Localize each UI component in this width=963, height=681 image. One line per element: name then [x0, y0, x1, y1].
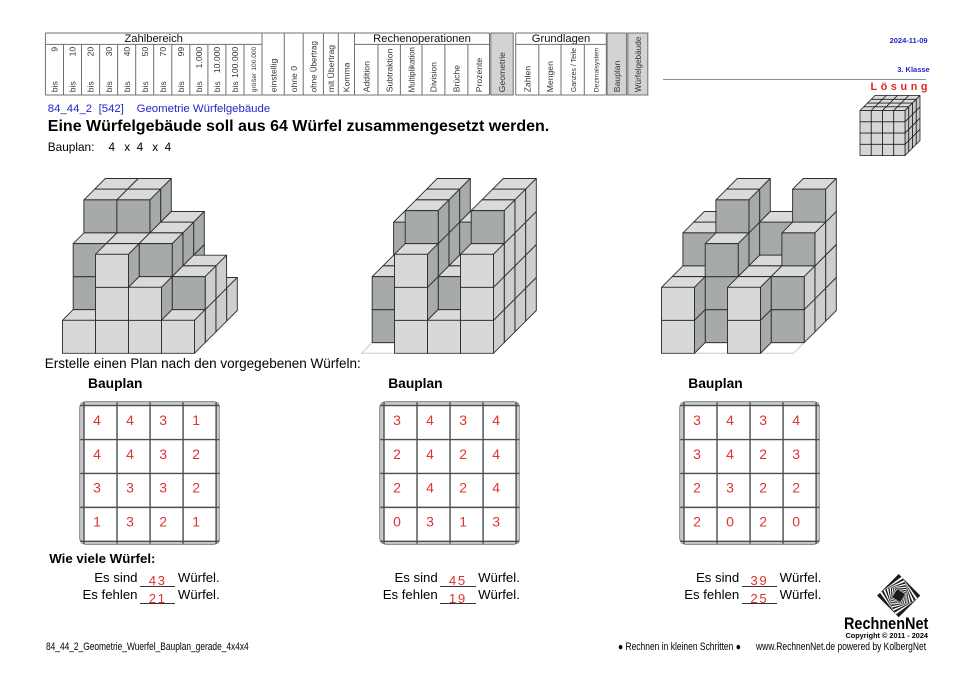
svg-text:Zahlbereich: Zahlbereich [124, 33, 182, 45]
svg-text:2: 2 [759, 479, 767, 495]
svg-text:3: 3 [759, 411, 767, 427]
svg-text:bis: bis [122, 81, 132, 92]
svg-text:3: 3 [93, 479, 101, 495]
svg-text:mit Übertrag: mit Übertrag [326, 45, 336, 92]
svg-text:3: 3 [693, 411, 701, 427]
svg-text:3: 3 [159, 479, 167, 495]
svg-text:3: 3 [159, 445, 167, 461]
svg-text:4: 4 [426, 445, 434, 461]
svg-text:4: 4 [492, 479, 500, 495]
svg-text:bis: bis [194, 81, 204, 92]
svg-text:4: 4 [426, 411, 434, 427]
svg-text:3: 3 [693, 445, 701, 461]
svg-text:Bauplan: Bauplan [612, 60, 622, 92]
svg-text:größer: größer [251, 72, 258, 92]
svg-text:4: 4 [93, 411, 101, 427]
svg-text:1: 1 [192, 411, 200, 427]
svg-text:3: 3 [726, 479, 734, 495]
svg-text:30: 30 [104, 47, 114, 57]
svg-text:3: 3 [459, 411, 467, 427]
svg-text:4: 4 [492, 411, 500, 427]
svg-text:bis: bis [50, 81, 60, 92]
svg-text:bis: bis [212, 81, 222, 92]
svg-text:Komma: Komma [342, 62, 352, 92]
svg-text:0: 0 [792, 513, 800, 529]
svg-text:99: 99 [176, 47, 186, 57]
svg-text:Division: Division [429, 62, 439, 92]
svg-text:Dezimalsystem: Dezimalsystem [594, 47, 601, 92]
svg-text:Ganzes / Teile: Ganzes / Teile [571, 48, 578, 92]
svg-text:ohne Übertrag: ohne Übertrag [310, 41, 319, 92]
svg-text:4: 4 [426, 479, 434, 495]
svg-text:4: 4 [726, 445, 734, 461]
svg-text:50: 50 [140, 47, 150, 57]
svg-text:4: 4 [492, 445, 500, 461]
svg-text:3: 3 [159, 411, 167, 427]
svg-text:3: 3 [126, 479, 134, 495]
svg-text:3: 3 [393, 411, 401, 427]
svg-text:bis: bis [68, 81, 78, 92]
svg-text:100.000: 100.000 [230, 47, 240, 78]
svg-text:4: 4 [726, 411, 734, 427]
svg-text:Mengen: Mengen [545, 61, 555, 92]
svg-text:ohne 0: ohne 0 [289, 66, 299, 93]
svg-text:2: 2 [459, 445, 467, 461]
svg-text:2: 2 [192, 445, 200, 461]
svg-text:10: 10 [68, 47, 78, 57]
svg-text:Grundlagen: Grundlagen [532, 33, 590, 45]
svg-text:1: 1 [93, 513, 101, 529]
svg-text:20: 20 [86, 47, 96, 57]
svg-text:Geometrie: Geometrie [497, 52, 507, 92]
svg-text:2: 2 [459, 479, 467, 495]
svg-text:2: 2 [693, 479, 701, 495]
svg-text:Subtraktion: Subtraktion [384, 49, 394, 93]
svg-text:bis: bis [140, 81, 150, 92]
svg-text:3: 3 [492, 513, 500, 529]
svg-text:Addition: Addition [361, 61, 371, 92]
svg-text:10.000: 10.000 [212, 47, 222, 74]
svg-text:Zahlen: Zahlen [523, 66, 533, 92]
svg-text:70: 70 [158, 47, 168, 57]
svg-text:40: 40 [122, 47, 132, 57]
svg-text:1: 1 [192, 513, 200, 529]
svg-text:bis: bis [176, 81, 186, 92]
svg-text:Multiplikation: Multiplikation [407, 47, 416, 92]
svg-text:100.000: 100.000 [251, 46, 258, 70]
svg-text:einstellig: einstellig [268, 59, 278, 93]
svg-text:0: 0 [726, 513, 734, 529]
svg-text:2: 2 [393, 445, 401, 461]
svg-text:Prozente: Prozente [474, 58, 484, 93]
svg-text:4: 4 [126, 445, 134, 461]
svg-text:bis: bis [230, 81, 240, 92]
svg-text:3: 3 [126, 513, 134, 529]
svg-text:1: 1 [459, 513, 467, 529]
svg-text:3: 3 [792, 445, 800, 461]
svg-text:2: 2 [759, 513, 767, 529]
svg-text:4: 4 [93, 445, 101, 461]
svg-text:9: 9 [50, 47, 60, 52]
svg-text:4: 4 [792, 411, 800, 427]
svg-text:1.000: 1.000 [194, 47, 204, 69]
svg-text:2: 2 [192, 479, 200, 495]
svg-text:3: 3 [426, 513, 434, 529]
svg-text:Brüche: Brüche [452, 65, 462, 92]
svg-text:2: 2 [792, 479, 800, 495]
svg-text:bis: bis [86, 81, 96, 92]
svg-text:0: 0 [393, 513, 401, 529]
svg-text:2: 2 [759, 445, 767, 461]
svg-text:bis: bis [158, 81, 168, 92]
svg-text:2: 2 [159, 513, 167, 529]
svg-text:2: 2 [393, 479, 401, 495]
svg-text:Rechenoperationen: Rechenoperationen [373, 33, 471, 45]
svg-text:Würfelgebäude: Würfelgebäude [634, 36, 643, 92]
svg-text:4: 4 [126, 411, 134, 427]
svg-text:2: 2 [693, 513, 701, 529]
svg-text:bis: bis [104, 81, 114, 92]
